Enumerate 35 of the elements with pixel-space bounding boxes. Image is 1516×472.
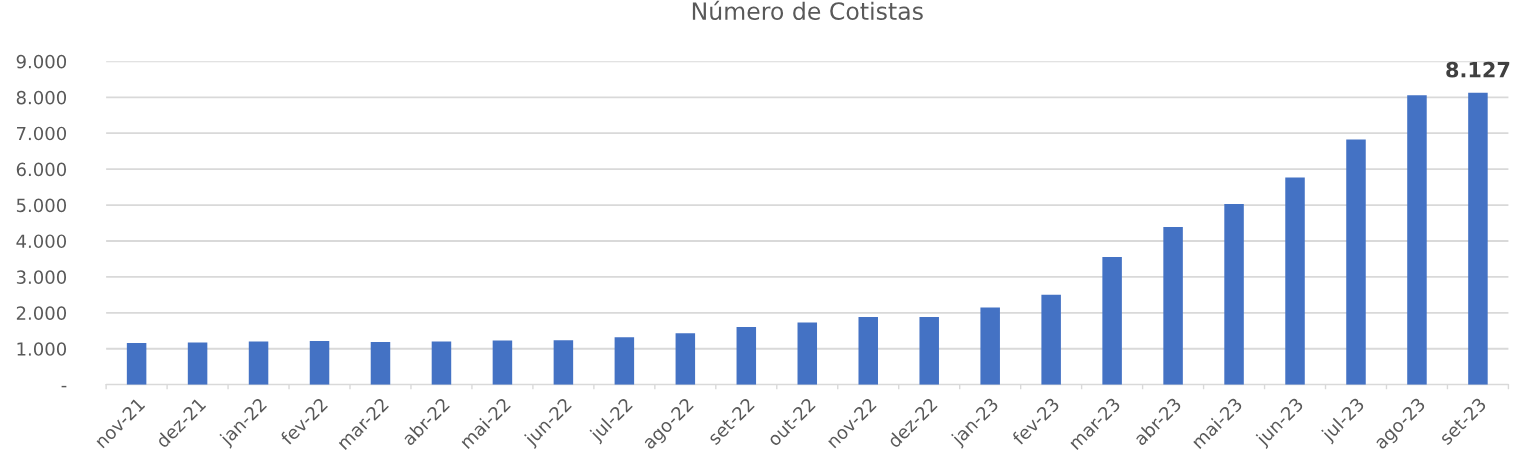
y-tick-label: 7.000 bbox=[17, 126, 67, 141]
bar bbox=[1285, 177, 1305, 385]
bar bbox=[492, 340, 513, 385]
bar bbox=[614, 337, 635, 385]
bar bbox=[126, 343, 147, 385]
bar bbox=[370, 341, 391, 385]
y-tick-label: 5.000 bbox=[16, 198, 67, 213]
bar bbox=[736, 327, 757, 385]
bar bbox=[187, 342, 208, 385]
y-tick-label: 6.000 bbox=[16, 162, 67, 177]
bar bbox=[858, 316, 878, 385]
y-tick-label: 2.000 bbox=[16, 306, 67, 320]
bar bbox=[919, 316, 939, 385]
chart-title: Número de Cotistas bbox=[692, 0, 923, 21]
bar bbox=[1346, 139, 1366, 385]
bar bbox=[431, 341, 452, 385]
y-tick-label: - bbox=[61, 385, 67, 388]
bar bbox=[248, 341, 269, 385]
bar bbox=[553, 340, 574, 385]
y-tick-label: 3.000 bbox=[16, 270, 67, 285]
bar bbox=[1163, 226, 1183, 385]
y-tick-label: 9.000 bbox=[16, 54, 67, 69]
bar bbox=[675, 333, 696, 385]
y-tick-label: 1.000 bbox=[17, 342, 67, 356]
y-tick-label: 4.000 bbox=[16, 234, 67, 249]
bar bbox=[1041, 294, 1061, 385]
bar bbox=[1407, 95, 1427, 385]
bar bbox=[980, 307, 1000, 385]
bar bbox=[797, 322, 818, 385]
data-label: 8.127 bbox=[1446, 61, 1510, 78]
bar bbox=[1102, 256, 1122, 385]
bar bbox=[1224, 203, 1244, 385]
y-tick-label: 8.000 bbox=[16, 90, 67, 105]
bar bbox=[309, 341, 330, 385]
bar bbox=[1468, 92, 1488, 385]
